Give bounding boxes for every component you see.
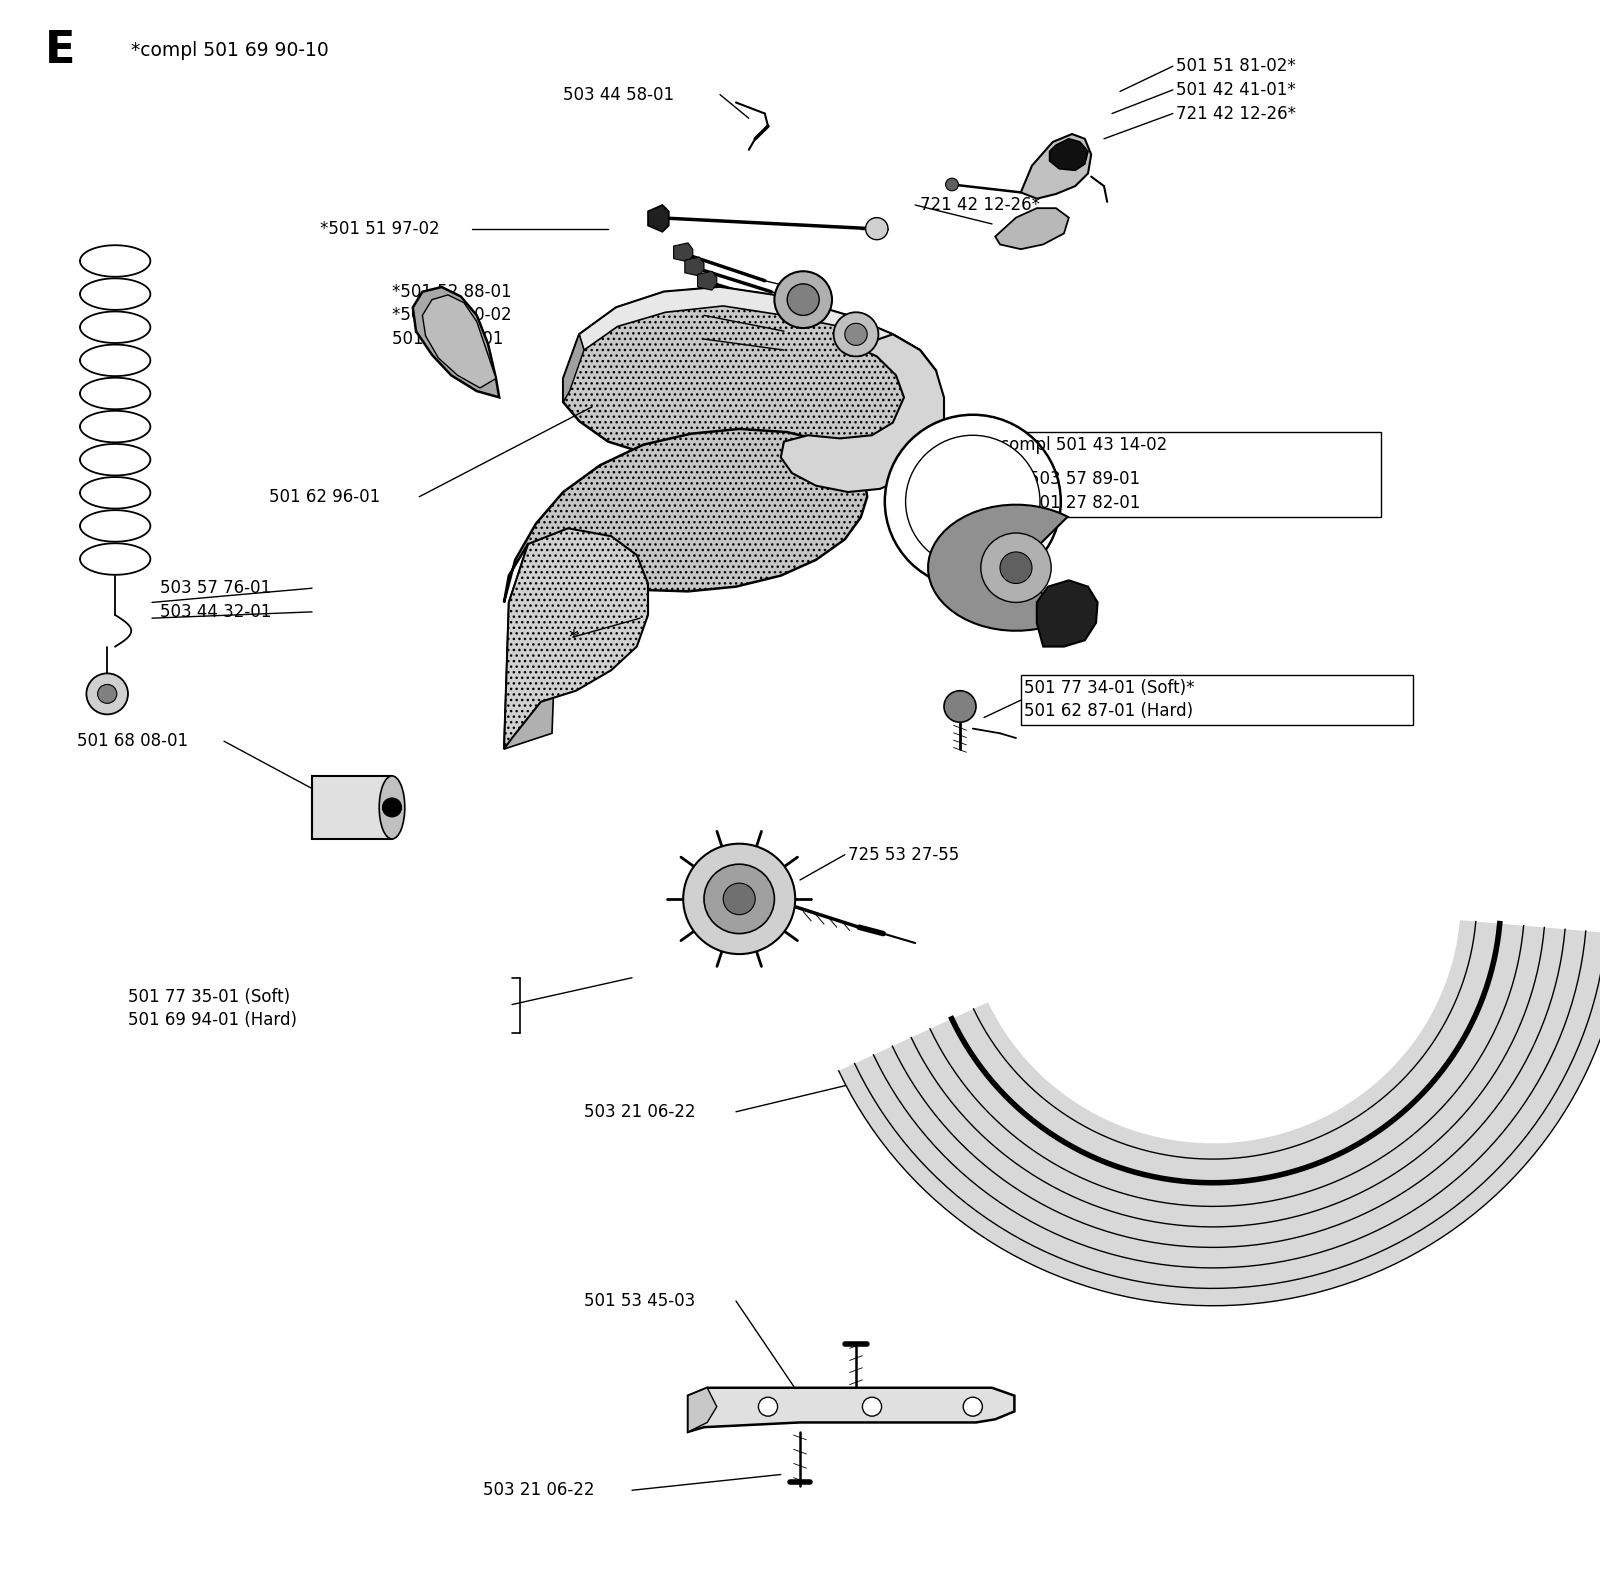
Text: 501 51 81-02*: 501 51 81-02* [1176, 57, 1296, 76]
Circle shape [382, 798, 402, 817]
Circle shape [845, 323, 867, 345]
Polygon shape [422, 295, 496, 388]
Circle shape [98, 684, 117, 703]
Text: E: E [45, 28, 75, 73]
Polygon shape [1037, 580, 1098, 647]
Polygon shape [563, 334, 584, 402]
Polygon shape [504, 528, 648, 749]
Text: 721 42 12-26*: 721 42 12-26* [1176, 104, 1296, 123]
Text: 501 27 82-01: 501 27 82-01 [1029, 494, 1141, 513]
Text: 503 57 89-01: 503 57 89-01 [1029, 470, 1139, 489]
Polygon shape [674, 243, 693, 262]
Circle shape [981, 533, 1051, 602]
Bar [1021, 675, 1413, 725]
Polygon shape [648, 205, 669, 232]
Text: 501 69 94-01 (Hard): 501 69 94-01 (Hard) [128, 1011, 298, 1030]
Polygon shape [1050, 139, 1088, 170]
Polygon shape [413, 287, 499, 397]
Circle shape [723, 883, 755, 915]
Polygon shape [928, 505, 1067, 631]
Text: 501 77 35-01 (Soft): 501 77 35-01 (Soft) [128, 987, 290, 1006]
Polygon shape [688, 1388, 1014, 1432]
Circle shape [862, 1397, 882, 1416]
Polygon shape [838, 921, 1600, 1306]
Polygon shape [685, 257, 704, 276]
Circle shape [683, 844, 795, 954]
Text: 501 42 41-01*: 501 42 41-01* [1176, 80, 1296, 99]
Polygon shape [1021, 134, 1091, 199]
Circle shape [834, 312, 878, 356]
Polygon shape [579, 287, 920, 360]
Text: *compl 501 69 90-10: *compl 501 69 90-10 [131, 41, 330, 60]
Circle shape [1000, 552, 1032, 583]
Text: 501 62 87-01 (Hard): 501 62 87-01 (Hard) [1024, 702, 1194, 721]
Text: *: * [568, 628, 578, 647]
Circle shape [86, 673, 128, 714]
Circle shape [963, 1397, 982, 1416]
Text: 501 53 18-01: 501 53 18-01 [392, 330, 504, 349]
Text: 725 53 27-55: 725 53 27-55 [848, 845, 960, 864]
Polygon shape [312, 776, 392, 839]
Text: compl 501 43 14-02: compl 501 43 14-02 [1000, 435, 1168, 454]
Polygon shape [563, 287, 936, 467]
Circle shape [885, 415, 1061, 588]
Text: *501 51 97-02: *501 51 97-02 [320, 219, 440, 238]
Circle shape [906, 435, 1040, 568]
Text: 721 42 12-26*: 721 42 12-26* [920, 196, 1040, 214]
Polygon shape [698, 271, 717, 290]
Text: 503 44 32-01: 503 44 32-01 [160, 602, 272, 621]
Bar [1021, 432, 1381, 517]
Text: *501 52 88-01: *501 52 88-01 [392, 282, 512, 301]
Circle shape [946, 178, 958, 191]
Text: 503 21 06-22: 503 21 06-22 [584, 1102, 696, 1121]
Circle shape [787, 284, 819, 315]
Text: 501 77 34-01 (Soft)*: 501 77 34-01 (Soft)* [1024, 678, 1195, 697]
Text: 503 21 06-22: 503 21 06-22 [483, 1481, 595, 1500]
Circle shape [774, 271, 832, 328]
Text: *501 51 80-02: *501 51 80-02 [392, 306, 512, 325]
Circle shape [758, 1397, 778, 1416]
Text: 501 62 96-01: 501 62 96-01 [269, 487, 381, 506]
Polygon shape [504, 429, 867, 602]
Polygon shape [995, 208, 1069, 249]
Circle shape [944, 691, 976, 722]
Text: 503 44 58-01: 503 44 58-01 [563, 85, 674, 104]
Polygon shape [504, 544, 557, 749]
Polygon shape [688, 1388, 717, 1432]
Text: 501 68 08-01: 501 68 08-01 [77, 732, 187, 751]
Text: 501 53 45-03: 501 53 45-03 [584, 1292, 696, 1310]
Text: 503 57 76-01: 503 57 76-01 [160, 579, 270, 598]
Polygon shape [781, 334, 944, 492]
Circle shape [866, 218, 888, 240]
Ellipse shape [379, 776, 405, 839]
Circle shape [704, 864, 774, 934]
